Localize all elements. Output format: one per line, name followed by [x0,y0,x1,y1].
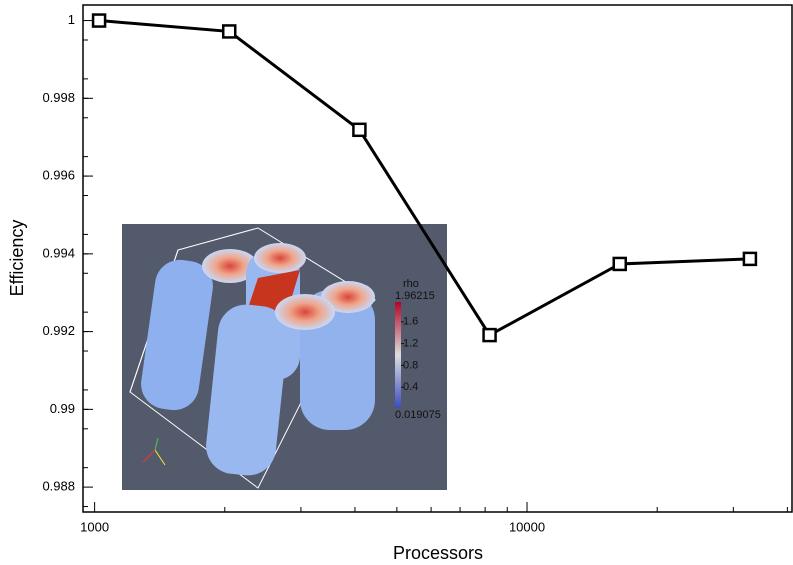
y-tick-label: 0.994 [42,245,75,260]
colorbar-tick-label: 1.6 [403,316,418,328]
colorbar-title: rho [403,278,419,290]
x-tick-label: 10000 [509,519,545,534]
colorbar-tick-label: 1.2 [403,337,418,349]
y-tick-label: 0.99 [50,401,75,416]
point-marker [614,258,626,270]
x-axis-label: Processors [393,543,483,563]
y-tick-label: 0.992 [42,323,75,338]
point-marker [223,25,235,37]
colorbar-tick-label: 0.8 [403,359,418,371]
point-marker [93,15,105,27]
x-tick-label: 1000 [80,519,109,534]
chart: Processors Efficiency 1000 10000 0.988 0.99… [0,0,793,565]
point-marker [353,124,365,136]
colorbar-tick-label: 0.4 [403,381,418,393]
y-tick-label: 0.996 [42,168,75,183]
colorbar-max-label: 1.96215 [395,290,435,302]
y-tick-label: 0.998 [42,90,75,105]
y-tick-label: 1 [68,12,75,27]
point-marker [484,329,496,341]
colorbar-min-label: 0.019075 [395,409,441,421]
colorbar [395,302,401,408]
point-marker [744,253,756,265]
y-axis-label: Efficiency [7,220,27,297]
y-tick-label: 0.988 [42,479,75,494]
